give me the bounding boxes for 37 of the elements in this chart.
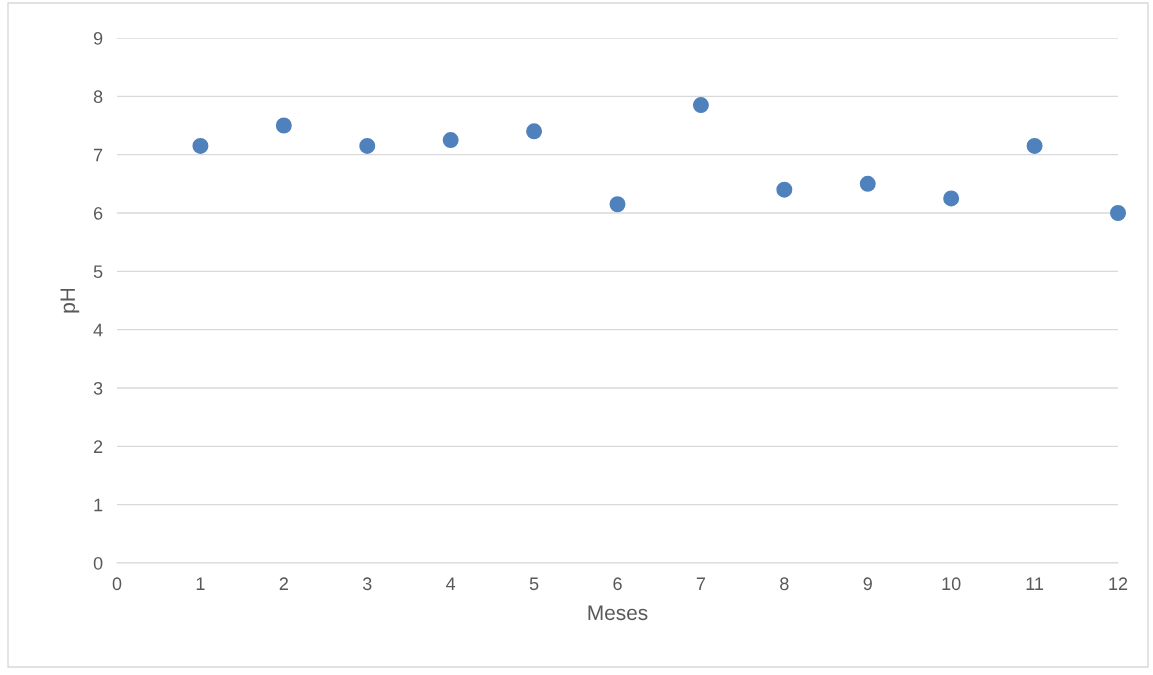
point <box>192 137 209 154</box>
x-tick-label: 0 <box>112 577 122 591</box>
point <box>859 175 876 192</box>
x-tick-label: 7 <box>696 577 706 590</box>
point <box>1110 205 1126 221</box>
y-tick-label: 1 <box>94 498 103 512</box>
point <box>692 97 709 114</box>
x-tick-label: 3 <box>362 577 372 591</box>
x-tick-label: 12 <box>1109 577 1128 590</box>
y-tick-label: 8 <box>93 90 103 104</box>
y-tick-label: 2 <box>93 440 103 453</box>
point <box>943 190 960 207</box>
x-tick-label: 8 <box>780 577 789 591</box>
y-tick-label: 4 <box>93 323 103 337</box>
point <box>359 137 376 154</box>
y-axis-title: pH <box>60 288 80 313</box>
x-axis-title: Meses <box>588 605 648 621</box>
y-tick-label: 3 <box>93 381 103 395</box>
x-tick-label: 4 <box>446 577 456 590</box>
x-tick-label: 9 <box>863 577 872 591</box>
point <box>1026 137 1043 154</box>
y-tick-label: 7 <box>94 148 103 162</box>
y-tick-label: 6 <box>93 206 103 220</box>
point <box>275 117 292 134</box>
x-tick-label: 5 <box>529 577 539 591</box>
x-tick-label: 11 <box>1026 577 1044 590</box>
x-tick-label: 2 <box>279 577 288 590</box>
x-tick-label: 1 <box>196 577 205 590</box>
y-tick-label: 9 <box>93 31 103 45</box>
point <box>526 123 543 140</box>
y-tick-label: 0 <box>93 556 103 570</box>
x-tick-label: 10 <box>942 577 961 591</box>
y-tick-label: 5 <box>93 265 103 279</box>
point <box>776 181 793 198</box>
point <box>609 196 626 213</box>
point <box>442 132 459 149</box>
x-tick-label: 6 <box>613 577 622 591</box>
